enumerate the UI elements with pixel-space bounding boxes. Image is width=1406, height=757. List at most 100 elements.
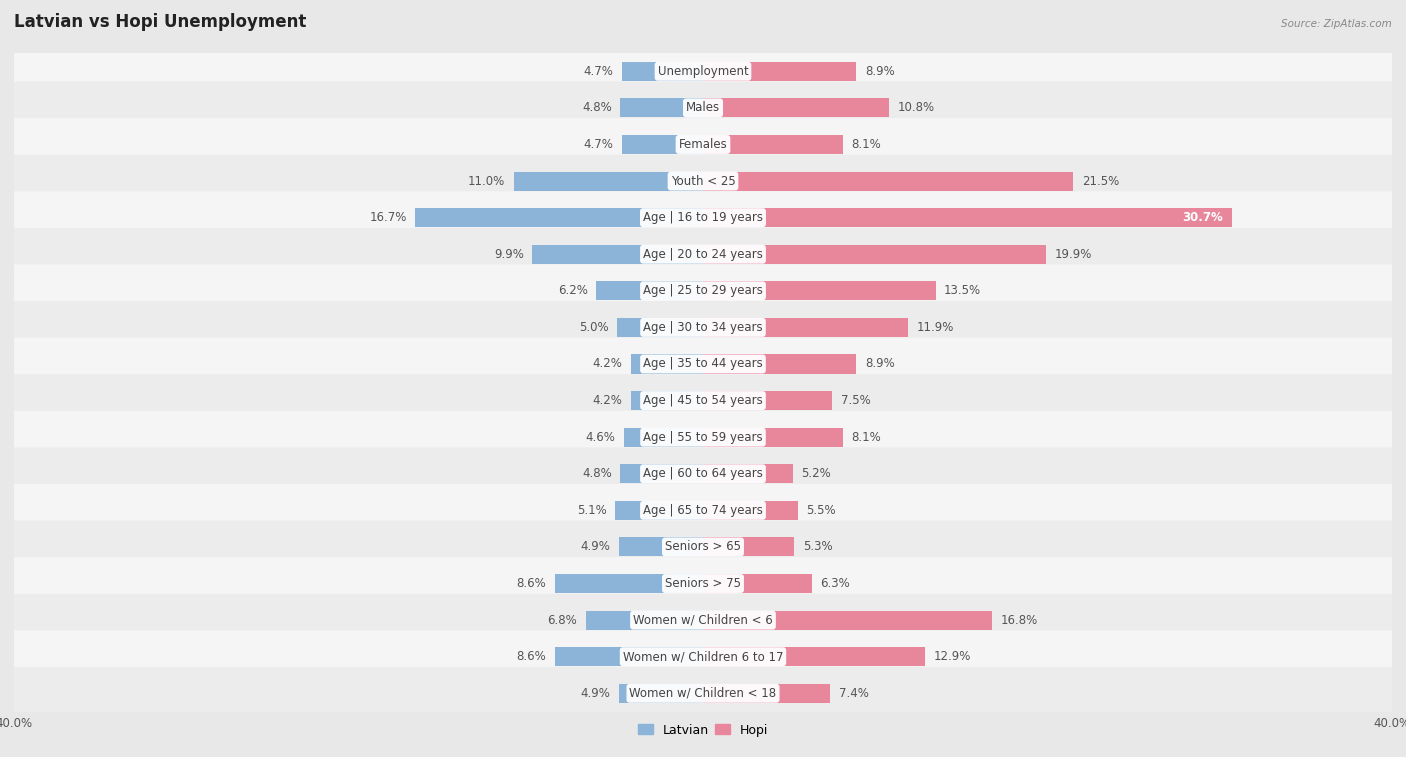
FancyBboxPatch shape: [8, 411, 1398, 463]
Bar: [619, 537, 703, 556]
Text: Age | 16 to 19 years: Age | 16 to 19 years: [643, 211, 763, 224]
Text: 11.9%: 11.9%: [917, 321, 953, 334]
Bar: [617, 318, 703, 337]
Text: 13.5%: 13.5%: [945, 285, 981, 298]
Text: Age | 55 to 59 years: Age | 55 to 59 years: [643, 431, 763, 444]
Text: 8.9%: 8.9%: [865, 65, 894, 78]
Text: Males: Males: [686, 101, 720, 114]
Bar: [415, 208, 703, 227]
Text: 4.8%: 4.8%: [582, 101, 612, 114]
FancyBboxPatch shape: [8, 667, 1398, 720]
Text: 4.2%: 4.2%: [592, 394, 621, 407]
FancyBboxPatch shape: [8, 154, 1398, 207]
Text: 4.9%: 4.9%: [581, 540, 610, 553]
Text: 8.6%: 8.6%: [516, 577, 547, 590]
Text: Latvian vs Hopi Unemployment: Latvian vs Hopi Unemployment: [14, 13, 307, 31]
Text: 4.6%: 4.6%: [585, 431, 616, 444]
Bar: [703, 354, 856, 373]
Bar: [703, 208, 1232, 227]
Bar: [703, 282, 935, 301]
Text: 8.1%: 8.1%: [851, 431, 882, 444]
Bar: [703, 135, 842, 154]
Text: 6.2%: 6.2%: [558, 285, 588, 298]
Text: Women w/ Children 6 to 17: Women w/ Children 6 to 17: [623, 650, 783, 663]
FancyBboxPatch shape: [8, 301, 1398, 354]
Bar: [703, 647, 925, 666]
Text: 8.6%: 8.6%: [516, 650, 547, 663]
Bar: [703, 172, 1073, 191]
FancyBboxPatch shape: [8, 45, 1398, 98]
Bar: [619, 684, 703, 702]
Bar: [703, 391, 832, 410]
Text: 4.7%: 4.7%: [583, 65, 613, 78]
Text: Age | 65 to 74 years: Age | 65 to 74 years: [643, 504, 763, 517]
FancyBboxPatch shape: [8, 631, 1398, 683]
Text: Age | 35 to 44 years: Age | 35 to 44 years: [643, 357, 763, 370]
Text: Women w/ Children < 6: Women w/ Children < 6: [633, 614, 773, 627]
Text: 6.8%: 6.8%: [547, 614, 578, 627]
FancyBboxPatch shape: [8, 192, 1398, 244]
Text: Age | 60 to 64 years: Age | 60 to 64 years: [643, 467, 763, 480]
FancyBboxPatch shape: [8, 593, 1398, 646]
Text: Youth < 25: Youth < 25: [671, 175, 735, 188]
Text: 6.3%: 6.3%: [820, 577, 849, 590]
Text: 5.5%: 5.5%: [807, 504, 837, 517]
Bar: [620, 464, 703, 483]
FancyBboxPatch shape: [8, 338, 1398, 391]
Bar: [703, 245, 1046, 263]
Text: Seniors > 65: Seniors > 65: [665, 540, 741, 553]
Text: 21.5%: 21.5%: [1083, 175, 1119, 188]
Bar: [621, 135, 703, 154]
FancyBboxPatch shape: [8, 521, 1398, 573]
Legend: Latvian, Hopi: Latvian, Hopi: [633, 718, 773, 742]
Bar: [620, 98, 703, 117]
Bar: [703, 501, 797, 520]
Bar: [703, 574, 811, 593]
Text: Age | 20 to 24 years: Age | 20 to 24 years: [643, 248, 763, 260]
Text: Age | 45 to 54 years: Age | 45 to 54 years: [643, 394, 763, 407]
Bar: [703, 537, 794, 556]
Text: 4.2%: 4.2%: [592, 357, 621, 370]
Text: 16.8%: 16.8%: [1001, 614, 1038, 627]
Bar: [596, 282, 703, 301]
FancyBboxPatch shape: [8, 264, 1398, 317]
Bar: [703, 62, 856, 81]
Text: 4.9%: 4.9%: [581, 687, 610, 699]
Text: 5.0%: 5.0%: [579, 321, 609, 334]
Text: Females: Females: [679, 138, 727, 151]
Text: 5.2%: 5.2%: [801, 467, 831, 480]
Text: 7.4%: 7.4%: [839, 687, 869, 699]
Bar: [703, 684, 831, 702]
Text: 5.1%: 5.1%: [576, 504, 606, 517]
Text: 7.5%: 7.5%: [841, 394, 870, 407]
FancyBboxPatch shape: [8, 118, 1398, 171]
Text: 4.8%: 4.8%: [582, 467, 612, 480]
Bar: [631, 354, 703, 373]
Text: Unemployment: Unemployment: [658, 65, 748, 78]
Text: 5.3%: 5.3%: [803, 540, 832, 553]
Text: 9.9%: 9.9%: [494, 248, 524, 260]
Text: 11.0%: 11.0%: [468, 175, 505, 188]
Text: Source: ZipAtlas.com: Source: ZipAtlas.com: [1281, 19, 1392, 29]
Text: 8.9%: 8.9%: [865, 357, 894, 370]
FancyBboxPatch shape: [8, 228, 1398, 281]
FancyBboxPatch shape: [8, 557, 1398, 610]
Bar: [616, 501, 703, 520]
Bar: [631, 391, 703, 410]
Bar: [555, 647, 703, 666]
Text: 19.9%: 19.9%: [1054, 248, 1091, 260]
Bar: [703, 428, 842, 447]
Bar: [703, 611, 993, 630]
Text: Age | 25 to 29 years: Age | 25 to 29 years: [643, 285, 763, 298]
Text: 8.1%: 8.1%: [851, 138, 882, 151]
Bar: [621, 62, 703, 81]
Text: 30.7%: 30.7%: [1182, 211, 1223, 224]
Bar: [555, 574, 703, 593]
FancyBboxPatch shape: [8, 447, 1398, 500]
Text: Age | 30 to 34 years: Age | 30 to 34 years: [643, 321, 763, 334]
FancyBboxPatch shape: [8, 374, 1398, 427]
Bar: [703, 318, 908, 337]
Bar: [703, 464, 793, 483]
Text: 4.7%: 4.7%: [583, 138, 613, 151]
Bar: [703, 98, 889, 117]
